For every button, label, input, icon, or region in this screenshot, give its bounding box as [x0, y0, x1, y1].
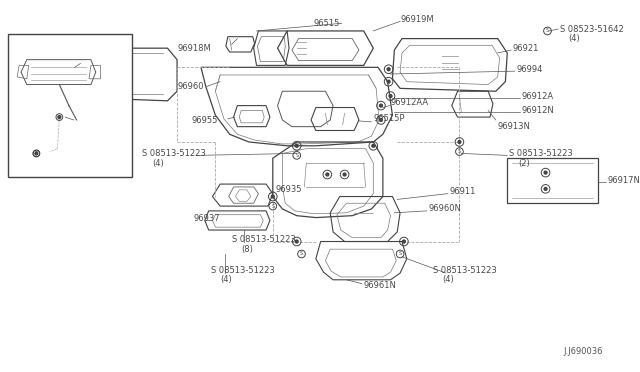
Text: AT: AT — [13, 41, 25, 51]
Text: S 08513-61223: S 08513-61223 — [13, 157, 72, 166]
Text: 96912AA: 96912AA — [390, 98, 429, 107]
Circle shape — [343, 173, 346, 176]
Text: S 08513-51223: S 08513-51223 — [509, 149, 573, 158]
Text: 96919M: 96919M — [400, 15, 434, 24]
Text: 96913N: 96913N — [498, 122, 531, 131]
Text: 96944A: 96944A — [75, 115, 104, 125]
Text: 96515: 96515 — [314, 19, 340, 28]
Text: S 08513-51223: S 08513-51223 — [232, 235, 296, 244]
Text: 96994: 96994 — [517, 65, 543, 74]
Text: 96937: 96937 — [193, 214, 220, 223]
Text: (4): (4) — [152, 158, 164, 167]
Text: S: S — [271, 203, 275, 209]
Circle shape — [58, 116, 61, 119]
Circle shape — [295, 240, 298, 243]
Text: S 08523-51642: S 08523-51642 — [560, 25, 624, 33]
Circle shape — [380, 119, 382, 121]
Text: 96921: 96921 — [512, 44, 538, 53]
Text: (4): (4) — [25, 165, 36, 174]
Text: J.J690036: J.J690036 — [563, 347, 603, 356]
Text: (2): (2) — [518, 158, 531, 167]
Text: 96961N: 96961N — [364, 281, 397, 290]
Bar — [8, 34, 132, 177]
Text: S: S — [300, 251, 303, 256]
Text: S: S — [458, 149, 461, 154]
Text: 96515P: 96515P — [373, 115, 404, 124]
Text: (4): (4) — [442, 275, 454, 284]
Circle shape — [389, 94, 392, 97]
Text: S 08513-51223: S 08513-51223 — [141, 149, 205, 158]
Text: S: S — [546, 28, 549, 33]
Text: 96917N: 96917N — [608, 176, 640, 185]
Text: 96912N: 96912N — [522, 106, 554, 115]
Text: 96940: 96940 — [81, 57, 106, 66]
Text: 96955: 96955 — [191, 116, 218, 125]
Text: 96911: 96911 — [450, 187, 476, 196]
Text: (8): (8) — [241, 245, 253, 254]
Text: 96916N: 96916N — [33, 74, 67, 83]
Text: (4): (4) — [220, 275, 232, 284]
Text: 96918M: 96918M — [177, 44, 211, 53]
Text: 96960N: 96960N — [429, 205, 461, 214]
Text: S 08513-51223: S 08513-51223 — [211, 266, 275, 275]
Text: S: S — [35, 151, 38, 156]
Circle shape — [380, 104, 382, 107]
Circle shape — [326, 173, 329, 176]
Text: 96935: 96935 — [276, 185, 302, 194]
Circle shape — [403, 240, 405, 243]
Text: S: S — [399, 251, 402, 256]
Circle shape — [372, 144, 375, 147]
Text: 96912A: 96912A — [522, 92, 554, 100]
Circle shape — [387, 80, 390, 83]
Text: S 08513-51223: S 08513-51223 — [433, 266, 497, 275]
Circle shape — [458, 141, 461, 144]
Circle shape — [295, 144, 298, 147]
Circle shape — [35, 152, 38, 155]
Text: (4): (4) — [568, 34, 580, 43]
Circle shape — [544, 171, 547, 174]
Text: 96960: 96960 — [177, 82, 204, 91]
Text: S: S — [295, 153, 298, 158]
Circle shape — [544, 187, 547, 190]
Circle shape — [271, 195, 274, 198]
Circle shape — [387, 68, 390, 71]
